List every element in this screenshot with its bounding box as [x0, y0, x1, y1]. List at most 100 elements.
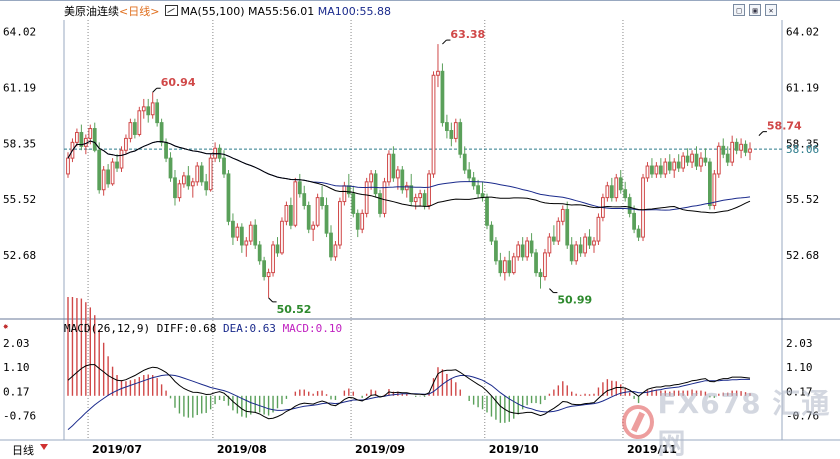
candle-body: [485, 197, 489, 226]
candle-body: [400, 169, 405, 191]
candle-body: [569, 244, 574, 262]
candle-body: [694, 153, 699, 167]
candle-body: [445, 122, 449, 132]
candle-body: [525, 240, 530, 258]
candle-body: [110, 161, 115, 185]
candle-body: [79, 131, 84, 147]
high-label: 58.74: [767, 120, 802, 133]
candle-body: [387, 153, 391, 183]
annotation-pointer: [549, 288, 554, 293]
candle-body: [244, 240, 249, 246]
candle-body: [190, 181, 195, 187]
candle-body: [338, 201, 342, 246]
candle-body: [186, 175, 191, 187]
candle-body: [627, 197, 632, 214]
x-axis-label: 2019/07: [92, 443, 142, 456]
candle-body: [369, 173, 373, 183]
close-icon[interactable]: ✕: [765, 4, 777, 16]
fx678-logo-icon: [622, 405, 654, 439]
timeframe-tab[interactable]: 日线: [12, 444, 34, 457]
candle-body: [743, 143, 748, 153]
candle-body: [699, 157, 703, 167]
candle-body: [271, 244, 275, 274]
x-axis-label: 2019/08: [217, 443, 267, 456]
dea-value: DEA:0.63: [222, 322, 276, 335]
ma55-line: [67, 140, 751, 214]
candle-body: [92, 128, 97, 151]
candle-body: [222, 157, 226, 175]
candle-body: [66, 157, 70, 175]
price-panel-header: 美原油连续<日线> MA(55,100) MA55:56.01 MA100:55.…: [64, 3, 391, 19]
candle-body: [730, 141, 735, 163]
candle-body: [204, 181, 209, 191]
candle-body: [288, 205, 293, 226]
ma-indicator-icon[interactable]: [165, 5, 179, 16]
candle-body: [137, 110, 142, 135]
x-axis-label: 2019/09: [355, 443, 405, 456]
candle-body: [235, 226, 240, 238]
low-label: 50.99: [557, 294, 592, 307]
candle-body: [297, 181, 302, 195]
candle-body: [520, 244, 525, 258]
candle-body: [199, 165, 204, 183]
timeframe-label[interactable]: <日线>: [119, 5, 160, 18]
candle-body: [231, 220, 235, 238]
candle-body: [159, 122, 164, 143]
macd-tick-label-right: 0.17: [786, 385, 813, 398]
candle-body: [266, 272, 271, 278]
candle-body: [676, 161, 681, 169]
macd-tick-label-left: 1.10: [3, 361, 30, 374]
y-tick-label-right: 61.19: [786, 81, 819, 94]
candle-body: [685, 155, 690, 163]
candle-body: [716, 145, 721, 175]
candle-body: [609, 185, 614, 199]
candle-body: [342, 185, 347, 203]
candle-body: [280, 220, 284, 254]
candle-body: [97, 149, 102, 191]
candle-body: [556, 220, 561, 242]
candle-body: [302, 193, 307, 207]
annotation-pointer: [442, 39, 447, 45]
candle-body: [373, 173, 378, 195]
candle-body: [164, 141, 168, 159]
candle-body: [146, 106, 151, 116]
candle-body: [453, 122, 458, 139]
candle-body: [734, 141, 739, 151]
candle-body: [667, 161, 672, 171]
macd-tick-label-right: -0.76: [786, 410, 819, 423]
candle-body: [88, 128, 93, 139]
candle-body: [596, 216, 601, 242]
candle-body: [404, 185, 409, 191]
candle-body: [150, 102, 155, 116]
minimize-icon[interactable]: □: [733, 4, 745, 16]
candle-body: [83, 137, 88, 147]
macd-panel-header: MACD(26,12,9) DIFF:0.68 DEA:0.63 MACD:0.…: [64, 322, 342, 335]
candle-body: [681, 155, 686, 169]
candle-body: [173, 177, 177, 199]
maximize-icon[interactable]: ▣: [749, 4, 761, 16]
candle-body: [507, 260, 512, 274]
candle-body: [538, 272, 543, 278]
ma-params: MA(55,100): [180, 5, 245, 18]
candle-body: [395, 169, 400, 179]
candle-body: [574, 244, 579, 262]
chart-cursor-icon[interactable]: ✸: [3, 322, 9, 332]
last-price-label: 58.06: [786, 143, 819, 156]
candle-body: [721, 145, 726, 155]
dropdown-arrow-icon[interactable]: [40, 444, 48, 450]
macd-tick-label-left: 0.17: [3, 385, 30, 398]
candle-body: [382, 181, 387, 214]
candle-body: [119, 149, 124, 169]
candle-body: [132, 122, 137, 135]
candle-body: [449, 130, 454, 139]
candle-body: [155, 102, 160, 124]
candle-body: [306, 205, 311, 230]
macd-tick-label-right: 2.03: [786, 337, 813, 350]
candle-body: [614, 177, 619, 199]
high-label: 60.94: [161, 76, 196, 89]
candle-body: [262, 260, 267, 278]
candle-body: [578, 244, 583, 254]
candle-body: [320, 197, 324, 207]
